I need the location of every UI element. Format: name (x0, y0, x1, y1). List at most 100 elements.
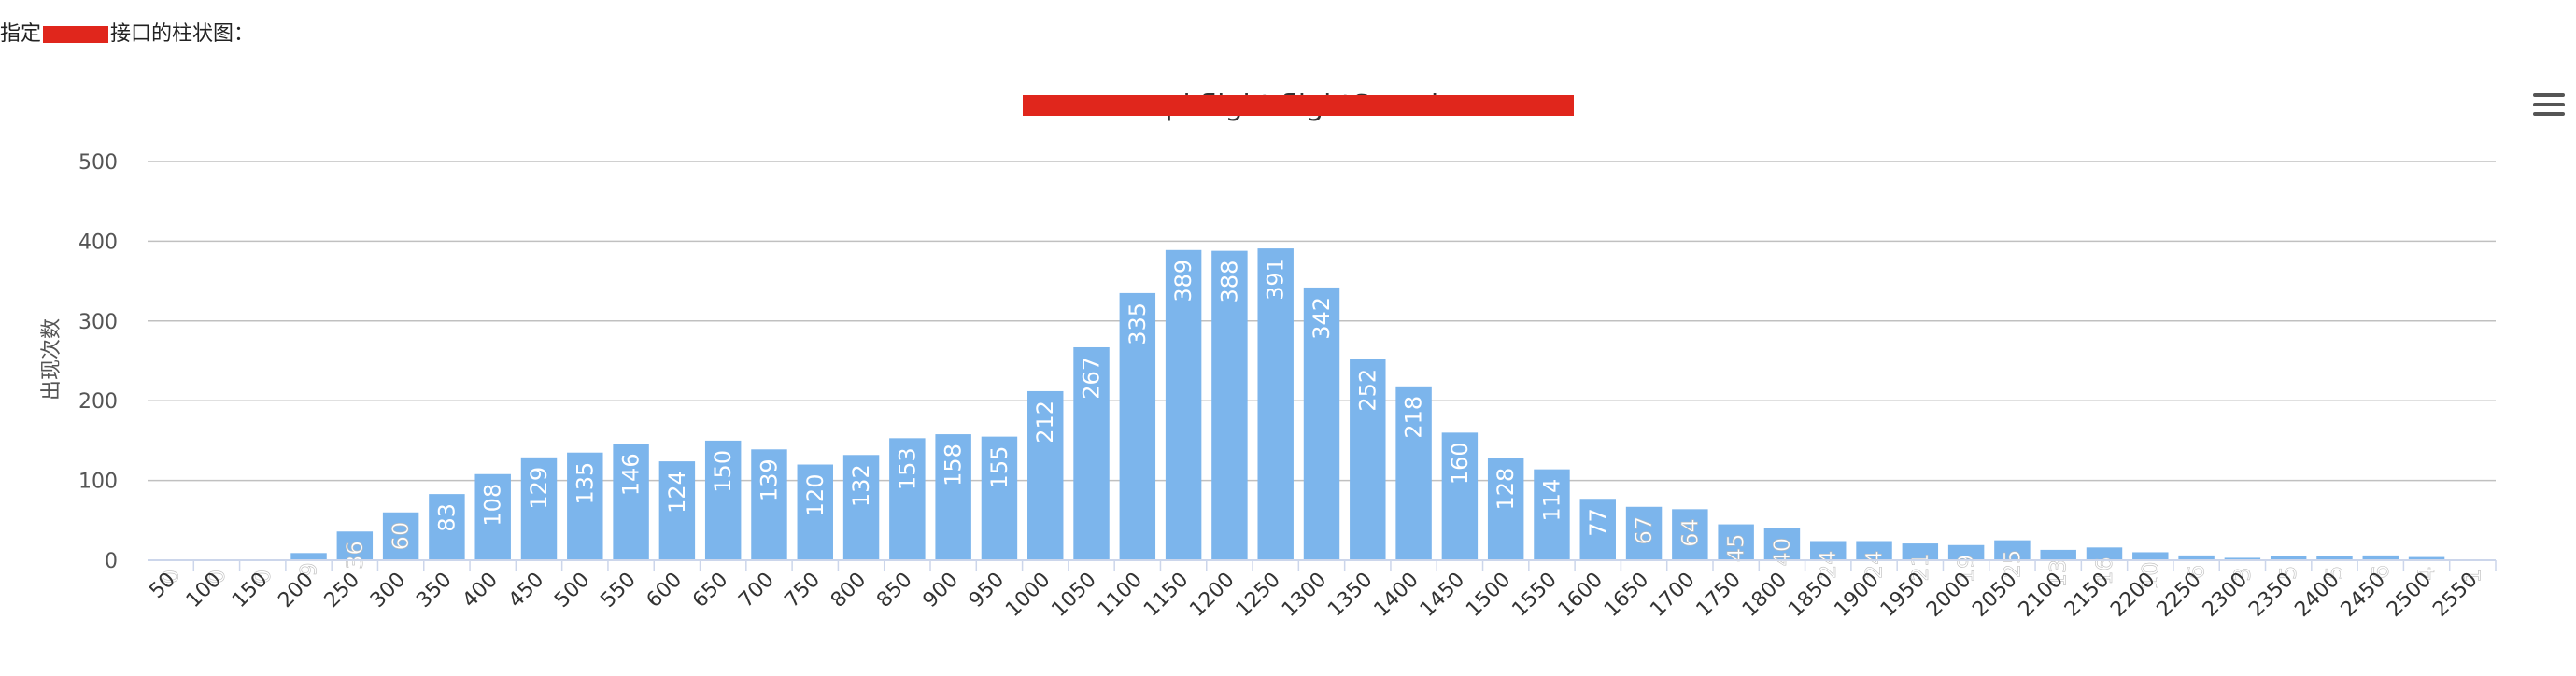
bar[interactable] (2224, 557, 2261, 560)
bar[interactable] (2178, 555, 2215, 560)
data-label: 3 (2229, 567, 2256, 581)
bar[interactable] (2086, 547, 2123, 560)
bar[interactable] (336, 531, 374, 560)
data-label: 24 (1815, 551, 1841, 580)
bar[interactable] (1211, 250, 1248, 560)
data-label: 1 (2459, 569, 2485, 583)
bar[interactable] (658, 461, 696, 560)
x-tick-label: 1700 (1646, 569, 1699, 622)
data-label: 252 (1354, 369, 1380, 412)
data-label: 267 (1079, 357, 1105, 400)
x-tick-label: 900 (919, 569, 963, 613)
bar[interactable] (1534, 469, 1570, 560)
data-label: 0 (204, 570, 230, 584)
x-tick-label: 650 (688, 569, 732, 613)
data-label: 139 (756, 458, 782, 501)
bar[interactable] (935, 434, 971, 560)
x-tick-label: 500 (550, 569, 594, 613)
bar[interactable] (1350, 359, 1386, 560)
chart-menu-icon[interactable] (2533, 93, 2565, 123)
bar[interactable] (1027, 390, 1064, 560)
bar[interactable] (1395, 386, 1432, 560)
x-tick-label: 600 (643, 569, 686, 613)
bar[interactable] (1165, 249, 1202, 560)
bar[interactable] (382, 512, 419, 560)
bar[interactable] (2362, 555, 2399, 560)
bar[interactable] (1441, 432, 1479, 560)
bar[interactable] (1718, 524, 1754, 560)
bar[interactable] (1303, 287, 1340, 560)
x-tick-label: 850 (872, 569, 916, 613)
bar[interactable] (567, 452, 603, 560)
bar[interactable] (704, 440, 742, 560)
data-label: 128 (1493, 468, 1519, 511)
x-tick-label: 1400 (1370, 569, 1423, 622)
data-label: 389 (1170, 260, 1196, 303)
bar[interactable] (1625, 506, 1663, 560)
bar[interactable] (842, 455, 880, 560)
bar[interactable] (751, 449, 787, 560)
data-label: 6 (2368, 565, 2394, 579)
x-tick-label: 350 (412, 569, 456, 613)
x-tick-label: 700 (734, 569, 778, 613)
data-label: 25 (1999, 550, 2025, 579)
bar[interactable] (1947, 544, 1985, 560)
y-tick-label: 500 (78, 151, 118, 175)
x-tick-label: 1150 (1139, 569, 1193, 622)
bar[interactable] (1119, 292, 1156, 560)
bar[interactable] (981, 436, 1018, 560)
data-label: 150 (710, 450, 736, 493)
x-tick-label: 300 (366, 569, 410, 613)
data-label: 83 (433, 503, 460, 532)
bar[interactable] (889, 438, 926, 560)
bar[interactable] (1257, 248, 1294, 560)
data-label: 146 (618, 453, 644, 496)
data-label: 135 (572, 462, 598, 505)
bar[interactable] (797, 464, 833, 560)
data-label: 5 (2275, 566, 2301, 580)
data-label: 155 (986, 446, 1012, 489)
data-label: 0 (158, 570, 184, 584)
bar[interactable] (1672, 509, 1708, 560)
bar[interactable] (1902, 543, 1939, 560)
x-tick-label: 1050 (1047, 569, 1100, 622)
bar[interactable] (1073, 346, 1110, 560)
bar[interactable] (290, 553, 327, 560)
bar[interactable] (1856, 541, 1892, 560)
bar[interactable] (1810, 541, 1847, 560)
bar[interactable] (429, 494, 465, 560)
heading-suffix: 接口的柱状图： (110, 22, 255, 46)
x-tick-label: 250 (320, 569, 364, 613)
x-tick-label: 1500 (1462, 569, 1515, 622)
x-tick-label: 1200 (1185, 569, 1238, 622)
data-label: 13 (2045, 559, 2072, 588)
data-label: 77 (1585, 508, 1611, 537)
x-tick-label: 550 (596, 569, 640, 613)
bar[interactable] (520, 457, 558, 560)
x-tick-label: 1250 (1232, 569, 1285, 622)
bar[interactable] (474, 473, 511, 560)
bar[interactable] (1579, 499, 1616, 560)
data-label: 342 (1309, 297, 1335, 340)
x-tick-label: 1100 (1094, 569, 1147, 622)
bar[interactable] (1763, 528, 1801, 560)
data-label: 158 (941, 444, 967, 486)
data-label: 24 (1861, 551, 1888, 580)
bar[interactable] (2408, 556, 2445, 560)
bar[interactable] (1487, 458, 1524, 560)
bar[interactable] (2270, 556, 2307, 560)
data-label: 40 (1769, 538, 1795, 567)
data-label: 218 (1401, 396, 1427, 439)
data-label: 160 (1447, 442, 1473, 485)
page-heading: 指定 接口的柱状图： (0, 17, 254, 47)
bar[interactable] (2316, 556, 2353, 560)
bar[interactable] (613, 444, 649, 560)
bar[interactable] (1994, 540, 2031, 560)
bar[interactable] (2132, 552, 2169, 560)
data-label: 0 (249, 570, 276, 584)
data-label: 16 (2091, 556, 2117, 585)
bar[interactable] (2040, 549, 2076, 560)
x-tick-label: 1550 (1507, 569, 1561, 622)
data-label: 335 (1125, 303, 1151, 345)
data-label: 36 (342, 541, 368, 570)
